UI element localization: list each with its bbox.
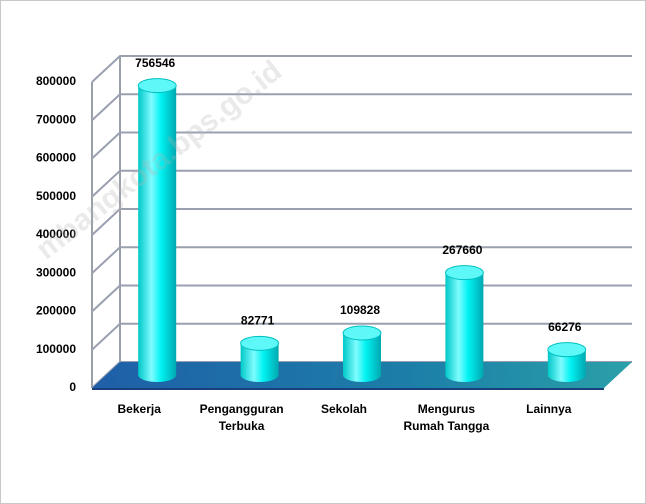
y-tick-label: 300000: [36, 265, 76, 279]
grid-line: [91, 208, 632, 236]
y-tick-label: 700000: [36, 112, 76, 126]
value-label: 66276: [548, 320, 582, 334]
grid-line: [91, 55, 632, 83]
x-tick-label: Mengurus Rumah Tangga: [403, 402, 490, 433]
bar-top: [342, 325, 382, 341]
bar-top: [240, 335, 280, 351]
y-tick-label: 600000: [36, 151, 76, 165]
grid-line: [91, 246, 632, 274]
value-label: 267660: [442, 243, 482, 257]
grid-line: [91, 169, 632, 198]
y-tick-label: 800000: [36, 74, 76, 88]
x-tick-label: Bekerja: [117, 402, 161, 416]
bar-top: [547, 342, 587, 358]
y-tick-label: 100000: [36, 342, 76, 356]
value-label: 82771: [241, 314, 275, 328]
y-tick-label: 500000: [36, 189, 76, 203]
y-tick-label: 200000: [36, 304, 76, 318]
x-tick-label: Pengangguran Terbuka: [199, 402, 284, 433]
bar: [343, 332, 381, 382]
bar: [138, 85, 177, 382]
bar: [240, 343, 279, 382]
bar: [445, 272, 484, 382]
x-tick-label: Lainnya: [526, 402, 572, 416]
bar-top: [137, 78, 177, 94]
x-tick-label: Sekolah: [320, 402, 368, 416]
value-label: 109828: [340, 303, 380, 317]
y-tick-label: 400000: [36, 227, 76, 241]
bar-top: [444, 265, 484, 281]
bar: [547, 349, 586, 382]
grid-line: [91, 93, 632, 121]
y-tick-label: 0: [69, 380, 76, 394]
grid-line: [91, 131, 632, 160]
value-label: 756546: [135, 56, 175, 70]
